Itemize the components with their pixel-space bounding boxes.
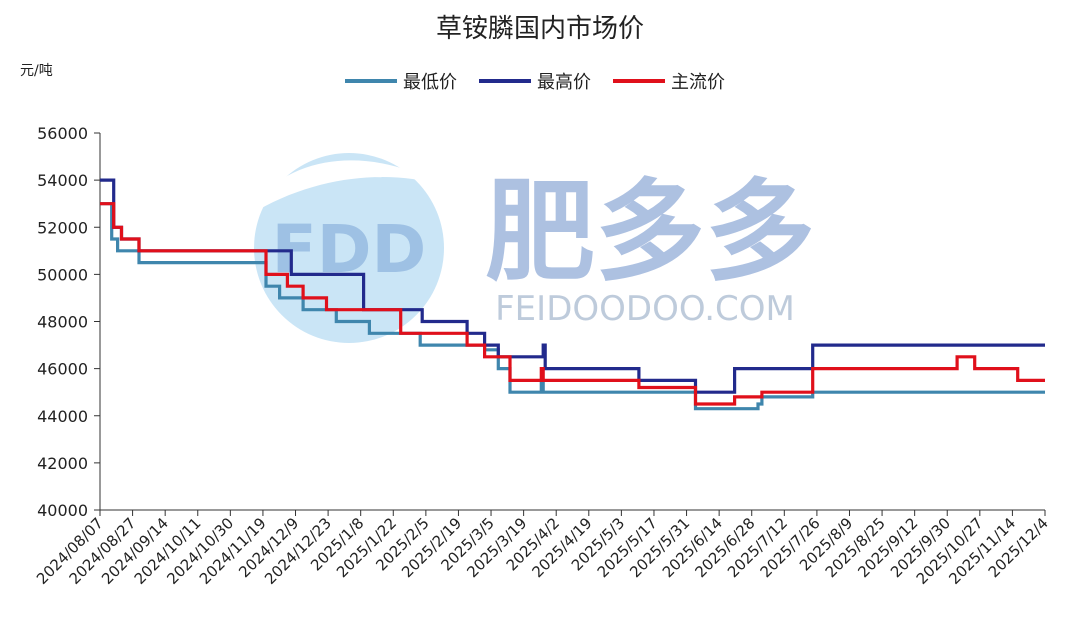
- y-tick-label: 56000: [37, 124, 88, 143]
- y-axis-unit: 元/吨: [20, 63, 53, 79]
- series-line-0: [100, 202, 1045, 411]
- y-tick-label: 44000: [37, 407, 88, 426]
- legend-label-low: 最低价: [403, 72, 457, 93]
- legend-item-main: 主流价: [613, 68, 725, 94]
- y-tick-label: 42000: [37, 454, 88, 473]
- series-layer: [100, 178, 1045, 411]
- legend-label-high: 最高价: [537, 72, 591, 93]
- legend-item-low: 最低价: [345, 68, 457, 94]
- y-tick-label: 52000: [37, 218, 88, 237]
- y-tick-label: 54000: [37, 171, 88, 190]
- y-tick-label: 40000: [37, 501, 88, 520]
- watermark-logo-swoosh: [258, 160, 440, 210]
- legend-item-high: 最高价: [479, 68, 591, 94]
- legend: 最低价 最高价 主流价: [345, 68, 725, 94]
- watermark-logo-text: FDD: [272, 211, 427, 288]
- chart-title: 草铵膦国内市场价: [435, 14, 644, 44]
- y-tick-label: 50000: [37, 265, 88, 284]
- legend-swatch-low: [345, 79, 397, 83]
- series-line-2: [100, 202, 1045, 406]
- legend-label-main: 主流价: [671, 72, 725, 93]
- legend-swatch-main: [613, 79, 665, 83]
- y-tick-label: 46000: [37, 360, 88, 379]
- watermark: FDD 肥多多 FEIDOODOO.COM: [254, 153, 815, 343]
- y-tick-label: 48000: [37, 313, 88, 332]
- watermark-brand-text: 肥多多: [485, 168, 815, 296]
- legend-swatch-high: [479, 79, 531, 83]
- watermark-url-text: FEIDOODOO.COM: [495, 289, 795, 329]
